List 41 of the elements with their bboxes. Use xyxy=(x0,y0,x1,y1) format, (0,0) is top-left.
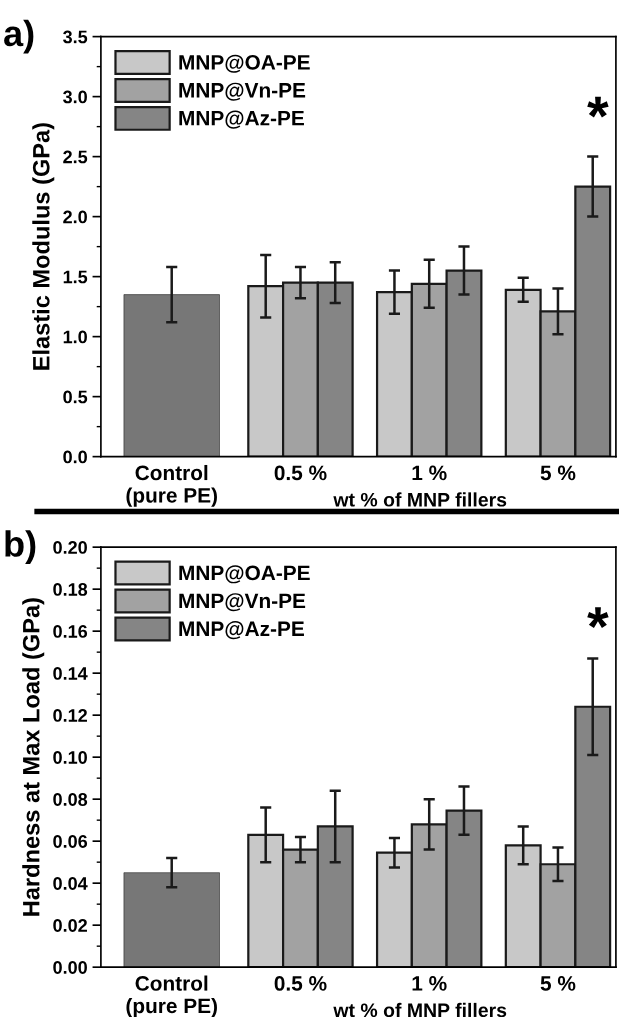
x-tick-label: Control (pure PE) xyxy=(126,975,217,1017)
y-tick-label: 0.02 xyxy=(53,919,87,932)
y-tick-label: 3.0 xyxy=(63,90,87,104)
legend-label: MNP@Az-PE xyxy=(179,621,304,640)
x-tick-label: Control (pure PE) xyxy=(126,464,217,507)
y-tick-label: 1.5 xyxy=(63,270,88,284)
y-tick-label: 0.18 xyxy=(53,583,88,596)
x-tick-label: 1 % xyxy=(412,465,447,481)
y-tick-label: 0.0 xyxy=(63,450,87,464)
x-tick-label: 5 % xyxy=(540,976,576,991)
legend-label: MNP@OA-PE xyxy=(179,565,310,584)
annotation: * xyxy=(587,96,609,118)
x-axis-title: wt % of MNP fillers xyxy=(333,492,507,507)
y-tick-label: 0.14 xyxy=(53,667,88,680)
x-axis-title: wt % of MNP fillers xyxy=(333,1002,507,1017)
legend-label: MNP@Vn-PE xyxy=(179,593,306,612)
x-tick-label: 0.5 % xyxy=(274,465,327,481)
legend-label: MNP@Az-PE xyxy=(179,110,304,129)
y-tick-label: 0.16 xyxy=(53,625,88,638)
chart-title: a) xyxy=(4,19,34,54)
annotation: * xyxy=(587,607,609,628)
y-tick-label: 2.0 xyxy=(63,210,87,224)
y-tick-label: 0.10 xyxy=(53,751,87,764)
y-tick-label: 0.06 xyxy=(53,835,88,848)
y-tick-label: 0.12 xyxy=(53,709,87,722)
chart-title: b) xyxy=(5,530,36,564)
x-tick-label: 5 % xyxy=(540,465,576,481)
y-axis-title: Elastic Modulus (GPa) xyxy=(32,123,55,370)
y-tick-label: 0.20 xyxy=(53,541,87,554)
legend-label: MNP@OA-PE xyxy=(179,54,310,73)
y-tick-label: 0.5 xyxy=(63,390,88,404)
legend-label: MNP@Vn-PE xyxy=(179,82,306,101)
x-tick-label: 1 % xyxy=(412,976,447,991)
y-tick-label: 0.04 xyxy=(53,877,88,890)
y-tick-label: 2.5 xyxy=(63,150,88,164)
y-tick-label: 1.0 xyxy=(63,330,87,344)
x-tick-label: 0.5 % xyxy=(274,976,327,991)
y-tick-label: 0.00 xyxy=(53,961,87,974)
y-axis-title: Hardness at Max Load (GPa) xyxy=(22,598,45,916)
y-tick-label: 0.08 xyxy=(53,793,88,806)
y-tick-label: 3.5 xyxy=(63,30,88,44)
